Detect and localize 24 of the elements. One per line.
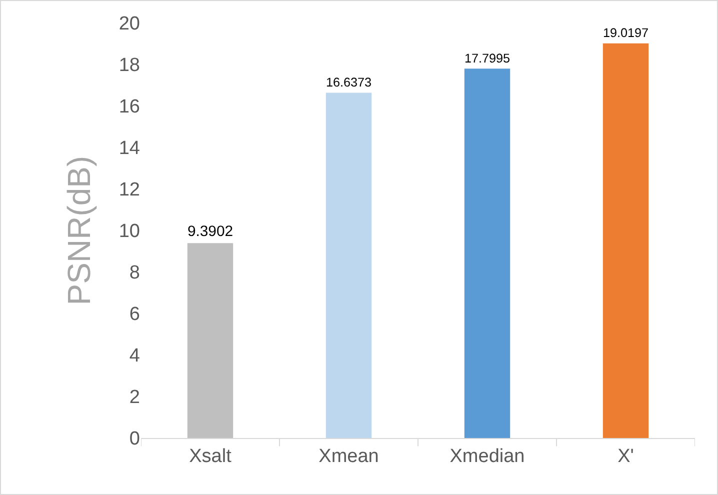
y-tick-label: 10 bbox=[118, 221, 140, 242]
y-axis-title: PSNR(dB) bbox=[61, 156, 98, 306]
x-tick-label: Xmean bbox=[318, 446, 379, 467]
x-tick-label: Xsalt bbox=[189, 446, 232, 467]
y-tick-label: 8 bbox=[129, 262, 140, 284]
y-tick-label: 6 bbox=[129, 304, 140, 326]
x-tick-label: Xmedian bbox=[450, 446, 525, 467]
y-tick-label: 16 bbox=[118, 96, 140, 118]
data-label: 19.0197 bbox=[602, 26, 649, 40]
bar bbox=[464, 68, 510, 438]
data-label: 16.6373 bbox=[326, 75, 372, 90]
data-label: 17.7995 bbox=[464, 51, 510, 66]
y-tick-label: 12 bbox=[118, 180, 140, 201]
bar bbox=[187, 243, 234, 438]
bar bbox=[602, 43, 649, 438]
y-tick-label: 18 bbox=[118, 55, 140, 76]
y-tick-label: 20 bbox=[118, 14, 140, 35]
data-label: 9.3902 bbox=[187, 223, 234, 240]
y-tick-label: 2 bbox=[129, 387, 140, 408]
y-tick-label: 0 bbox=[129, 428, 140, 450]
y-tick-label: 4 bbox=[129, 346, 140, 367]
bar bbox=[326, 92, 372, 438]
y-tick-label: 14 bbox=[118, 138, 140, 160]
x-tick-label: X' bbox=[618, 446, 634, 467]
